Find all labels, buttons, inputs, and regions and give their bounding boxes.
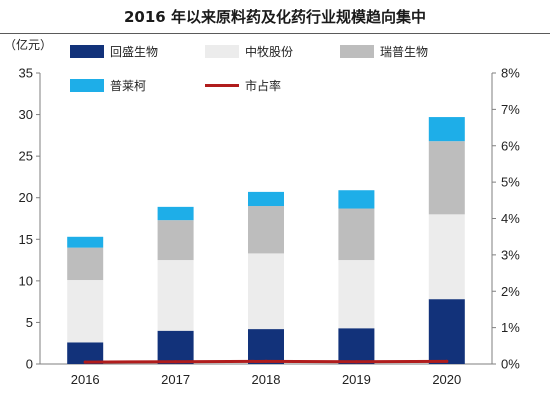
y2-tick-label: 0% [501, 357, 520, 372]
chart-title: 2016 年以来原料药及化药行业规模趋向集中 [0, 0, 550, 34]
bar-segment [338, 260, 375, 329]
line-point [264, 359, 268, 363]
legend-label: 中牧股份 [245, 44, 293, 59]
legend-label: 回盛生物 [110, 44, 158, 59]
x-tick-label: 2019 [342, 372, 371, 387]
x-tick-label: 2020 [432, 372, 461, 387]
line-point [174, 360, 178, 364]
bar-segment [157, 330, 194, 364]
bar-segment [428, 117, 465, 142]
x-tick-label: 2018 [252, 372, 281, 387]
bar-segment [67, 247, 104, 281]
legend-label: 市占率 [245, 78, 281, 93]
bar-segment [248, 191, 284, 207]
line-point [83, 360, 87, 364]
y-tick-label: 30 [19, 107, 33, 122]
y-tick-label: 5 [26, 315, 33, 330]
y2-tick-label: 6% [501, 138, 520, 153]
bar-segment [67, 236, 104, 248]
y2-tick-label: 3% [501, 247, 520, 262]
y2-tick-label: 7% [501, 102, 520, 117]
y2-tick-label: 2% [501, 284, 520, 299]
y-tick-label: 25 [19, 149, 33, 164]
y2-tick-label: 5% [501, 175, 520, 190]
bar-segment [157, 206, 194, 221]
y-tick-label: 0 [26, 357, 33, 372]
bar-segment [338, 328, 375, 364]
y-axis-unit-label: （亿元） [4, 37, 52, 52]
bar-segment [157, 260, 194, 331]
bar-segment [67, 280, 104, 343]
y-tick-label: 15 [19, 232, 33, 247]
bar-segment [428, 214, 465, 300]
line-point [445, 359, 449, 363]
bar-segment [248, 253, 284, 330]
bar-segment [428, 141, 465, 215]
y2-tick-label: 4% [501, 211, 520, 226]
x-tick-label: 2016 [71, 372, 100, 387]
x-tick-label: 2017 [161, 372, 190, 387]
y-tick-label: 20 [19, 190, 33, 205]
legend-swatch [70, 45, 104, 58]
y2-tick-label: 8% [501, 66, 520, 81]
legend-swatch [340, 45, 374, 58]
legend-label: 普莱柯 [110, 79, 146, 93]
bar-segment [248, 206, 284, 254]
y-tick-label: 35 [19, 66, 33, 81]
bar-segment [67, 342, 104, 364]
bar-segment [338, 190, 375, 209]
line-point [354, 360, 358, 364]
legend-swatch [70, 79, 104, 92]
bar-segment [338, 208, 375, 261]
y2-tick-label: 1% [501, 320, 520, 335]
legend-label: 瑞普生物 [380, 45, 428, 59]
bar-segment [428, 299, 465, 364]
bar-segment [248, 329, 284, 364]
y-tick-label: 10 [19, 273, 33, 288]
bar-segment [157, 220, 194, 261]
legend-swatch [205, 45, 239, 58]
